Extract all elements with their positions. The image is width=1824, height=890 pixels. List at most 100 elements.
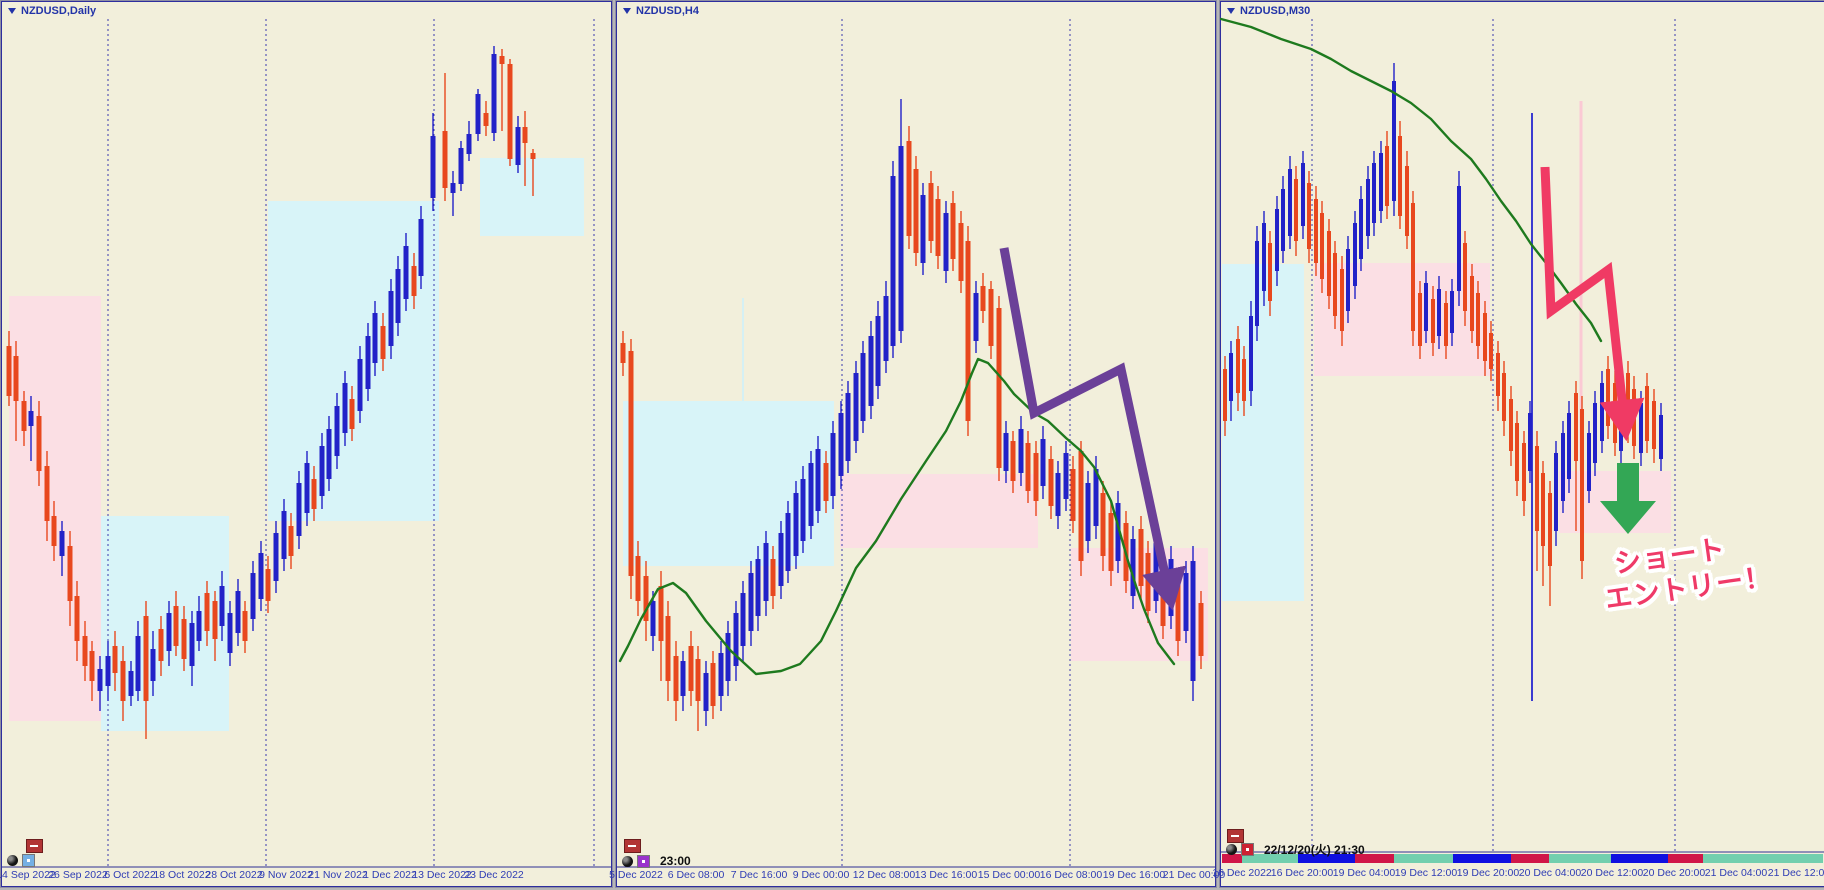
price-chart-canvas[interactable] (1, 1, 612, 887)
candle-body (1613, 383, 1617, 443)
candle-body (1327, 231, 1331, 296)
candle-body (1249, 316, 1253, 391)
candle-body (823, 463, 829, 501)
candle-body (388, 291, 394, 346)
candle-body (1457, 186, 1461, 291)
minimize-indicator-button[interactable] (26, 839, 43, 853)
candle-body (643, 576, 649, 621)
candle-body (1489, 333, 1493, 369)
chart-window-daily[interactable]: NZDUSD,Daily 14 Sep 2022 26 Sep 2022 6 Oct… (0, 0, 613, 888)
minimize-indicator-button[interactable] (624, 839, 641, 853)
candle-body (499, 56, 505, 64)
candle-body (1108, 513, 1114, 571)
candle-body (1606, 369, 1610, 426)
price-chart-canvas[interactable] (1220, 1, 1824, 887)
candle-body (51, 516, 57, 546)
candle-body (748, 573, 754, 631)
candle-body (342, 383, 348, 433)
chevron-down-icon[interactable] (1227, 8, 1235, 14)
candle-body (1645, 386, 1649, 441)
supply-demand-zone (840, 474, 1038, 548)
candle-body (980, 286, 986, 311)
candle-body (1379, 153, 1383, 211)
chart-title: NZDUSD,Daily (21, 5, 97, 17)
x-axis: 16 Dec 2022 16 Dec 20:00 19 Dec 04:00 19 De… (1212, 865, 1824, 887)
candle-body (1431, 299, 1435, 343)
candle-body (1307, 183, 1311, 249)
candle-body (112, 646, 118, 673)
candle-body (1063, 453, 1069, 499)
candle-body (1229, 353, 1233, 401)
candle-body (530, 153, 536, 159)
candle-body (1405, 166, 1409, 236)
candle-body (1411, 203, 1415, 331)
object-marker-icon[interactable] (1226, 844, 1237, 855)
candle-body (380, 326, 386, 359)
session-bar-segment (1511, 854, 1549, 863)
supply-demand-zone (480, 158, 584, 236)
x-axis-label: 20 Dec 20:00 (1642, 867, 1706, 879)
x-axis-label: 15 Dec 00:00 (977, 869, 1041, 881)
candle-body (6, 346, 12, 396)
candle-body (1198, 603, 1204, 656)
session-bar-segment (1611, 854, 1668, 863)
candle-body (1600, 383, 1604, 441)
candle-body (334, 406, 340, 456)
candle-body (680, 661, 686, 696)
session-bar-segment (1242, 854, 1298, 863)
candle-body (1561, 433, 1565, 501)
candle-body (1236, 339, 1240, 393)
candle-body (1333, 253, 1337, 316)
supply-demand-zone (101, 516, 229, 731)
x-axis-label: 19 Dec 16:00 (1102, 869, 1166, 881)
minimize-indicator-button[interactable] (1227, 829, 1244, 843)
candle-body (1515, 423, 1519, 481)
object-marker-icon[interactable] (622, 855, 633, 867)
candle-body (1070, 469, 1076, 521)
signal-marker-icon[interactable] (22, 854, 35, 867)
chart-window-h4[interactable]: NZDUSD,H4 23:00 5 Dec 2022 6 Dec 08:00 7 D… (609, 0, 1225, 888)
x-axis-label: 18 Oct 2022 (153, 869, 211, 881)
signal-marker-icon[interactable] (1241, 843, 1254, 856)
candle-body (958, 223, 964, 281)
candle-body (1025, 443, 1031, 491)
candle-body (1055, 473, 1061, 516)
candle-body (1398, 136, 1402, 216)
candle-body (97, 669, 103, 691)
candle-body (442, 131, 448, 188)
candle-body (227, 613, 233, 653)
candle-body (800, 479, 806, 541)
chart-footer-icons: 22/12/20(火) 21:30 (1226, 841, 1365, 858)
x-axis-label: 7 Dec 16:00 (730, 869, 788, 881)
candle-body (189, 623, 195, 666)
candle-body (1659, 415, 1663, 459)
candle-body (1593, 403, 1597, 463)
candle-body (150, 649, 156, 681)
candle-body (1509, 399, 1513, 451)
x-axis-label: 21 Dec 12:00 (1767, 867, 1824, 879)
chevron-down-icon[interactable] (8, 8, 16, 14)
x-axis-label: 12 Dec 08:00 (852, 869, 916, 881)
candle-body (725, 633, 731, 681)
signal-marker-icon[interactable] (637, 854, 650, 868)
candle-body (883, 296, 889, 361)
chevron-down-icon[interactable] (623, 8, 631, 14)
candle-body (808, 463, 814, 526)
price-chart-canvas[interactable] (616, 1, 1216, 887)
object-marker-icon[interactable] (7, 855, 18, 866)
x-axis-label: 20 Dec 04:00 (1518, 867, 1582, 879)
candle-body (1255, 241, 1259, 326)
candle-body (475, 94, 481, 134)
candle-body (710, 663, 716, 706)
candle-body (913, 169, 919, 253)
chart-window-m30[interactable]: NZDUSD,M30 22/12/20(火) 21:30 ショート エントリー！… (1212, 0, 1824, 888)
candle-body (688, 646, 694, 691)
candle-body (658, 586, 664, 641)
candle-body (620, 343, 626, 363)
candle-body (1018, 429, 1024, 473)
candle-body (28, 411, 34, 426)
candle-body (1223, 369, 1227, 421)
chart-title: NZDUSD,H4 (636, 5, 699, 17)
candle-body (507, 64, 513, 159)
